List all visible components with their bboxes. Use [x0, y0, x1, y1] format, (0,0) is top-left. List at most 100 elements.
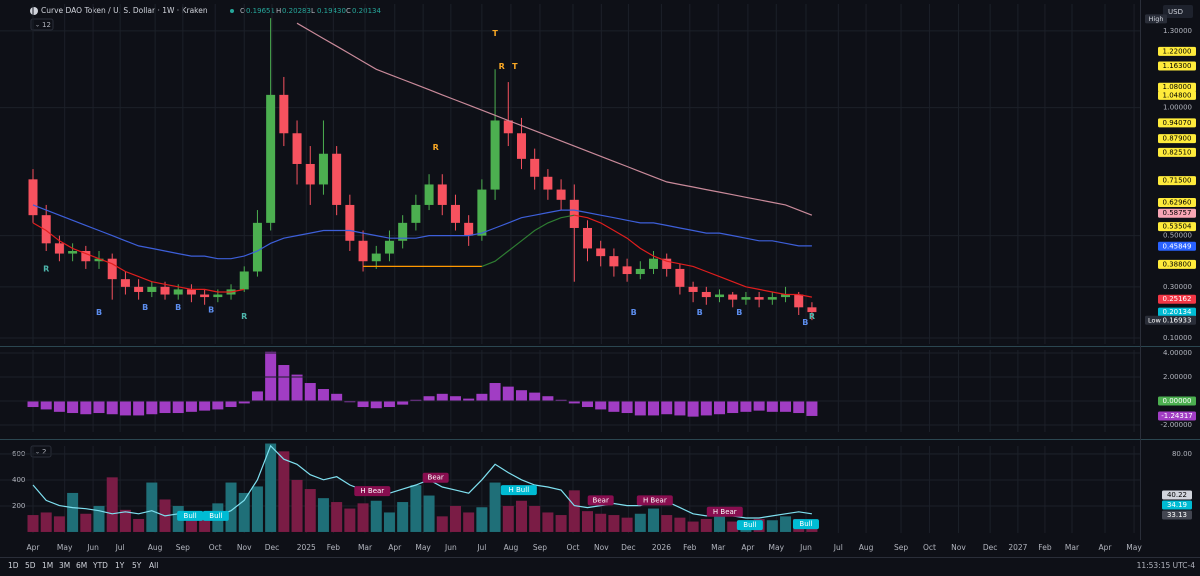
indicator-toggle[interactable] — [30, 18, 54, 31]
candle-body — [173, 289, 183, 295]
volume-bar — [53, 516, 65, 532]
clock: 11:53:15 UTC-4 — [1137, 561, 1196, 570]
range-button[interactable]: 1D — [8, 561, 19, 570]
price-label-box — [1158, 222, 1196, 232]
price-label: 0.94070 — [1163, 119, 1192, 127]
y-tick-label: 0.30000 — [1163, 283, 1192, 291]
histogram-bar — [93, 401, 105, 414]
volume-bar — [225, 482, 237, 532]
range-button[interactable]: 3M — [59, 561, 70, 570]
candle-body — [516, 133, 526, 159]
volume-bar — [344, 508, 356, 532]
signal-label: R — [241, 312, 247, 321]
histogram-bar — [238, 401, 250, 404]
x-tick-label: Apr — [27, 543, 41, 552]
histogram-bar — [304, 383, 316, 402]
price-label-prefix: Low — [1148, 316, 1161, 324]
volume-bar — [370, 500, 382, 532]
signal-label: H Bear — [643, 496, 667, 504]
price-label: 0.62960 — [1163, 198, 1192, 206]
signal-label: H Bear — [360, 487, 384, 495]
histogram-bar — [449, 396, 461, 402]
y-tick-label: 0.50000 — [1163, 232, 1192, 240]
x-tick-label: May — [57, 543, 73, 552]
volume-bar — [383, 512, 395, 532]
range-button[interactable]: All — [149, 561, 158, 570]
candle-body — [252, 222, 262, 272]
candle-body — [384, 240, 394, 254]
x-tick-label: Oct — [923, 543, 936, 552]
histogram-bar — [555, 399, 567, 402]
price-label: 0.71500 — [1163, 177, 1192, 185]
volume-bar — [634, 513, 646, 532]
signal-label: R — [433, 143, 439, 152]
histogram-bar — [581, 401, 593, 408]
candle-body — [345, 204, 355, 241]
price-label: 0.25162 — [1163, 295, 1192, 303]
signal-label: Bull — [743, 521, 756, 529]
price-label-box — [1158, 118, 1196, 128]
oscillator-line — [32, 444, 812, 519]
signal-label: Bull — [799, 520, 812, 528]
candle-body — [134, 286, 144, 292]
signal-label: H Bull — [509, 486, 530, 494]
volume-bar — [661, 515, 673, 532]
histogram-bar — [423, 396, 435, 402]
volume-bar — [93, 505, 105, 532]
price-label-box — [1158, 294, 1196, 304]
price-label: 1.04800 — [1163, 91, 1192, 99]
candle-body — [477, 189, 487, 236]
histogram-bar — [621, 401, 633, 414]
ohlc-value: 0.20283 — [282, 7, 311, 15]
value-label-box — [1162, 500, 1192, 510]
volume-bar — [766, 520, 778, 532]
signal-label: B — [208, 305, 214, 314]
price-label: 0.45849 — [1163, 242, 1192, 250]
volume-bar — [727, 521, 739, 532]
histogram-bar — [53, 401, 65, 412]
x-tick-label: Apr — [388, 543, 402, 552]
x-tick-label: Feb — [1038, 543, 1052, 552]
signal-label: R — [43, 264, 49, 273]
candle-body — [305, 163, 315, 185]
volume-bar — [278, 451, 290, 532]
volume-bar — [595, 513, 607, 532]
x-tick-label: Nov — [237, 543, 252, 552]
price-label-box — [1158, 241, 1196, 251]
x-tick-label: Feb — [683, 543, 697, 552]
signal-label: Bear — [428, 474, 444, 482]
histogram-bar — [119, 401, 131, 416]
range-button[interactable]: 1Y — [115, 561, 125, 570]
histogram-bar — [568, 401, 580, 404]
range-button[interactable]: 6M — [76, 561, 87, 570]
signal-box — [706, 506, 743, 517]
price-label: 0.53504 — [1163, 223, 1192, 231]
volume-bar — [291, 479, 303, 532]
indicator-toggle[interactable] — [30, 445, 52, 458]
range-button[interactable]: 5Y — [132, 561, 142, 570]
volume-bar — [542, 512, 554, 532]
ohlc-value: 0.19430 — [317, 7, 346, 15]
moving-average-line — [296, 22, 813, 216]
range-button[interactable]: 1M — [42, 561, 53, 570]
histogram-bar — [106, 401, 118, 415]
candle-body — [464, 222, 474, 236]
signal-label: Bear — [593, 496, 609, 504]
volume-bar — [397, 502, 409, 532]
price-label: 1.08000 — [1163, 83, 1192, 91]
histogram-bar — [383, 401, 395, 408]
histogram-bar — [687, 401, 699, 417]
candle-body — [543, 176, 553, 190]
range-button[interactable]: YTD — [92, 561, 108, 570]
currency-box[interactable] — [1163, 5, 1193, 18]
value-label: -1.24317 — [1161, 412, 1192, 420]
high-label-box — [1145, 14, 1167, 24]
volume-bar — [317, 498, 329, 532]
price-label-box — [1158, 197, 1196, 207]
price-label: 0.87900 — [1163, 135, 1192, 143]
signal-label: B — [697, 308, 703, 317]
range-button[interactable]: 5D — [25, 561, 36, 570]
volume-bar — [700, 518, 712, 532]
